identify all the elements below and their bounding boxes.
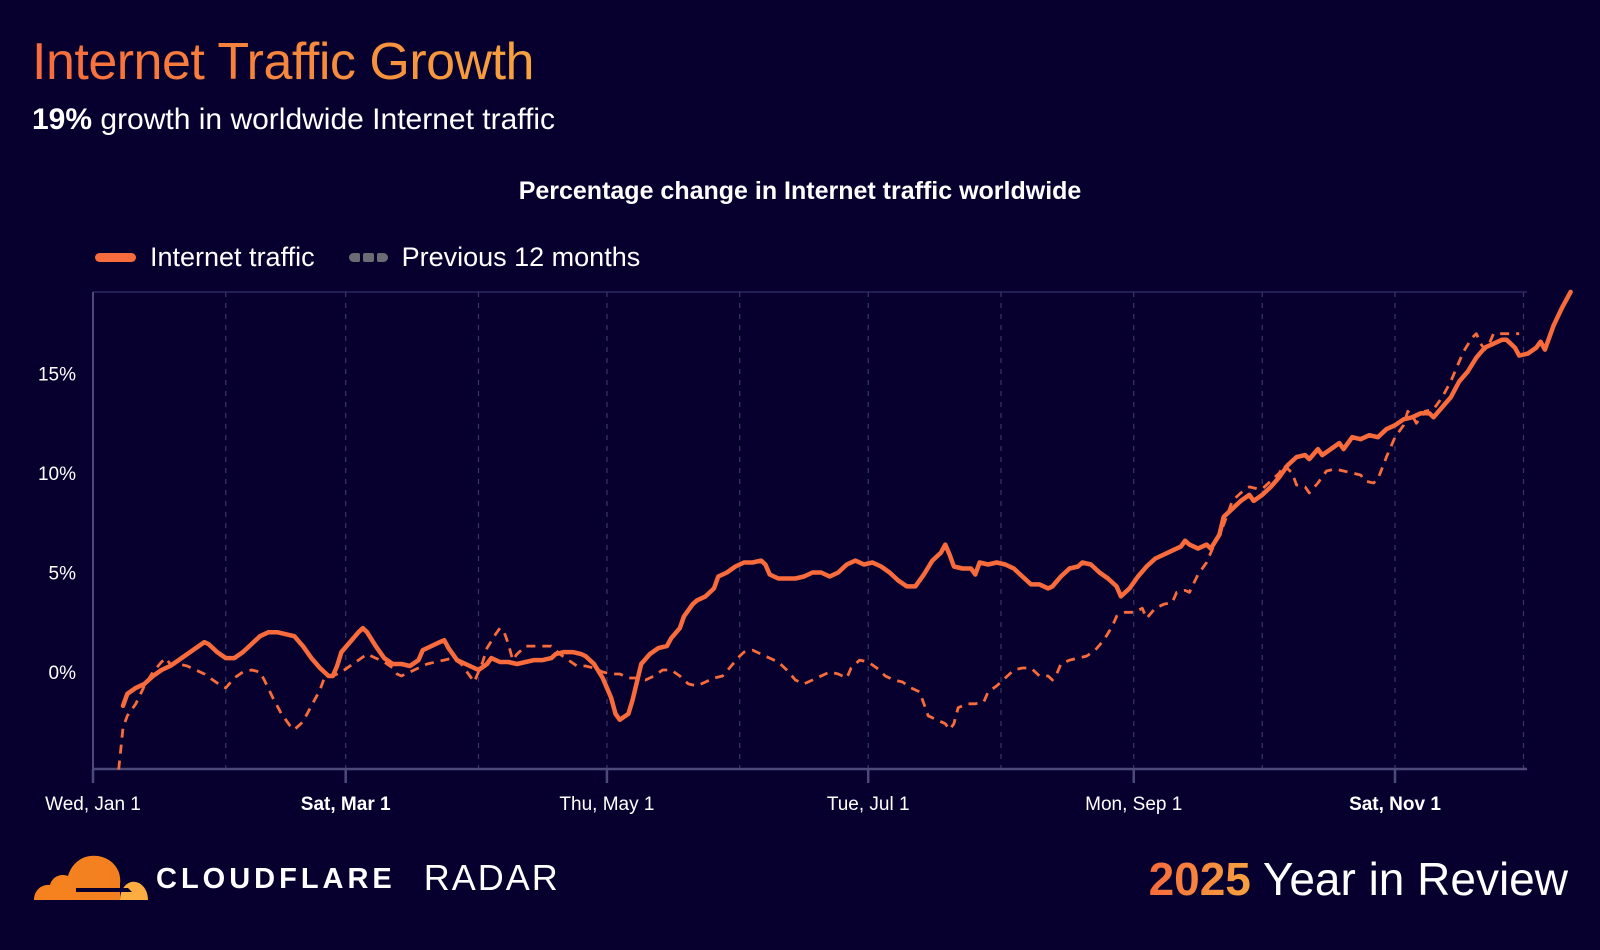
legend-swatch-solid-icon	[95, 253, 136, 262]
y-tick-label: 0%	[49, 663, 77, 684]
year-in-review-text: Year in Review	[1250, 853, 1568, 905]
y-axis-labels: 0% 5% 10% 15%	[38, 365, 76, 685]
legend-swatch-dashed-icon	[348, 253, 388, 262]
x-tick-label: Tue, Jul 1	[827, 794, 910, 815]
year-in-review-label: 2025 Year in Review	[1149, 852, 1568, 906]
y-tick-label: 5%	[49, 564, 77, 585]
legend-item-internet-traffic[interactable]: Internet traffic	[95, 242, 315, 273]
cloudflare-cloud-icon	[34, 855, 148, 900]
x-tick-label: Mon, Sep 1	[1085, 794, 1182, 815]
gridlines	[93, 291, 1527, 769]
product-name: RADAR	[423, 857, 560, 898]
y-tick-label: 10%	[38, 464, 76, 485]
axes	[91, 292, 1527, 783]
series-line-internet-traffic	[120, 289, 1573, 723]
brand-name: CLOUDFLARE	[156, 862, 396, 895]
legend-label: Internet traffic	[150, 242, 315, 272]
series-line-previous-12-months	[117, 332, 1520, 770]
legend-item-previous-12-months[interactable]: Previous 12 months	[348, 242, 641, 273]
x-tick-label: Sat, Nov 1	[1349, 794, 1441, 815]
chart-title: Percentage change in Internet traffic wo…	[518, 177, 1082, 205]
subtitle-text: growth in worldwide Internet traffic	[92, 103, 556, 136]
growth-percentage: 19%	[32, 103, 93, 136]
cloudflare-radar-logo: CLOUDFLARE RADAR	[32, 848, 560, 902]
page-title: Internet Traffic Growth	[32, 33, 534, 91]
x-tick-label: Wed, Jan 1	[45, 794, 141, 815]
x-tick-label: Sat, Mar 1	[301, 794, 391, 815]
legend-label: Previous 12 months	[401, 242, 641, 272]
series-lines	[117, 289, 1573, 770]
chart-legend: Internet traffic Previous 12 months	[95, 242, 674, 273]
x-axis-labels: Wed, Jan 1 Sat, Mar 1 Thu, May 1 Tue, Jul 1…	[45, 794, 1441, 815]
page-subtitle: 19% growth in worldwide Internet traffic	[32, 103, 555, 137]
y-tick-label: 15%	[38, 365, 76, 386]
x-tick-label: Thu, May 1	[559, 794, 654, 815]
year: 2025	[1148, 853, 1251, 905]
